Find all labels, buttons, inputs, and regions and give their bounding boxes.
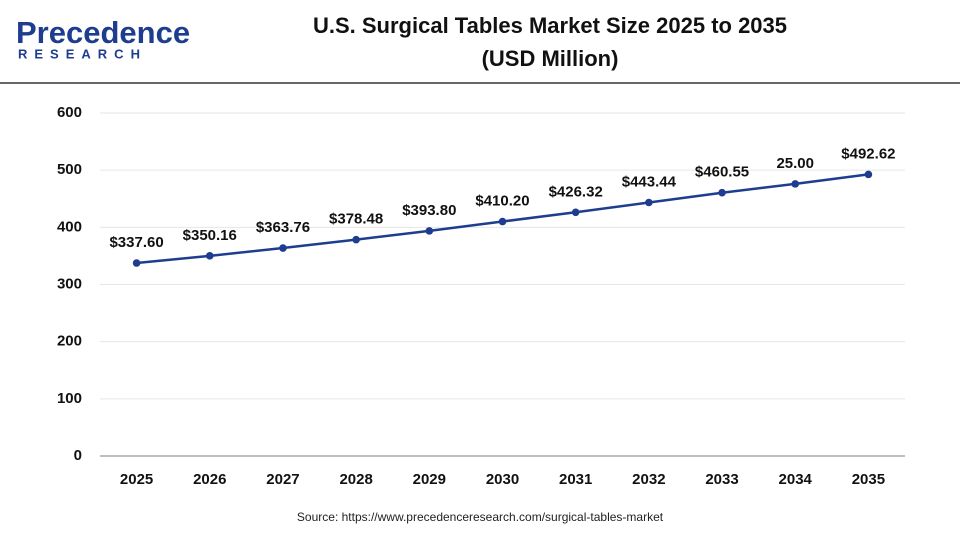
value-label: $378.48 — [329, 211, 383, 228]
value-label: $426.32 — [549, 183, 603, 200]
x-tick-label: 2032 — [632, 471, 665, 488]
y-tick-label: 300 — [57, 275, 82, 292]
point — [791, 180, 800, 188]
chart-title: U.S. Surgical Tables Market Size 2025 to… — [313, 13, 787, 38]
value-label: $492.62 — [841, 145, 895, 162]
point — [718, 188, 726, 197]
y-tick-label: 0 — [74, 447, 82, 464]
chart-subtitle: (USD Million) — [482, 46, 619, 71]
annotation: 25.00 — [776, 155, 814, 172]
x-tick-label: 2031 — [559, 471, 592, 488]
value-label: $337.60 — [109, 234, 163, 251]
value-label: $350.16 — [183, 227, 237, 244]
y-tick-label: 500 — [57, 161, 82, 178]
x-tick-label: 2025 — [120, 471, 153, 488]
source: Source: https://www.precedenceresearch.c… — [297, 510, 664, 524]
point — [425, 227, 434, 235]
y-tick-label: 400 — [57, 218, 82, 235]
point — [571, 208, 580, 217]
value-label: $393.80 — [402, 202, 456, 219]
y-tick-label: 100 — [57, 390, 82, 407]
logo-name: Precedence — [16, 15, 190, 50]
value-label: $460.55 — [695, 164, 749, 181]
point — [205, 252, 214, 260]
point — [645, 198, 653, 207]
y-tick-label: 200 — [57, 333, 82, 350]
logo-tagline: RESEARCH — [18, 46, 147, 61]
value-label: $363.76 — [256, 219, 310, 236]
point — [498, 217, 507, 226]
x-tick-label: 2034 — [779, 471, 813, 488]
x-tick-label: 2030 — [486, 471, 519, 488]
point — [132, 259, 141, 267]
x-tick-label: 2028 — [339, 471, 372, 488]
y-tick-label: 600 — [57, 104, 82, 121]
value-label: $410.20 — [475, 192, 529, 209]
x-tick-label: 2035 — [852, 471, 885, 488]
point — [279, 244, 287, 252]
x-tick-label: 2027 — [266, 471, 299, 488]
value-label: $443.44 — [622, 173, 677, 190]
point — [352, 235, 360, 244]
point — [864, 170, 873, 179]
x-tick-label: 2026 — [193, 471, 226, 488]
x-tick-label: 2033 — [705, 471, 738, 488]
x-tick-label: 2029 — [413, 471, 446, 488]
